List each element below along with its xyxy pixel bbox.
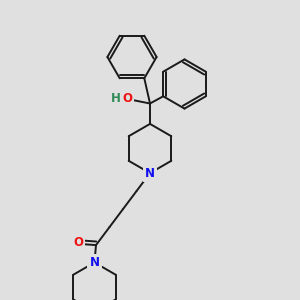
Text: N: N: [89, 256, 100, 269]
Text: H: H: [111, 92, 121, 105]
Text: O: O: [73, 236, 83, 249]
Text: O: O: [122, 92, 132, 105]
Text: N: N: [145, 167, 155, 180]
